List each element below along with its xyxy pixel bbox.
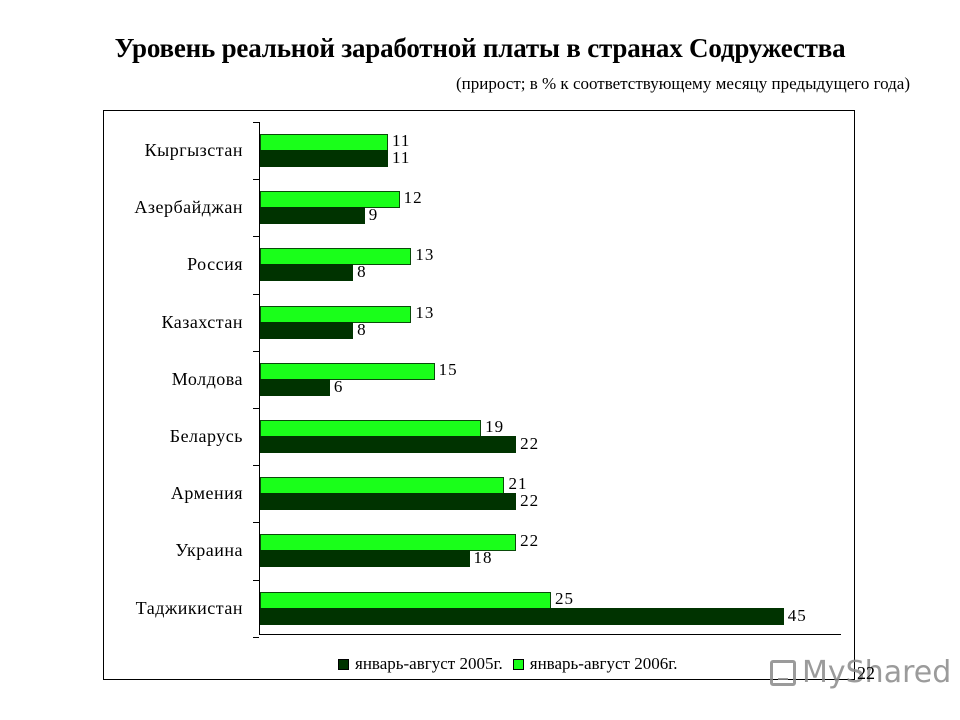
bar-2005 — [260, 321, 354, 339]
bar-2006 — [260, 191, 400, 209]
value-label-2005: 22 — [520, 491, 540, 511]
axis-tick — [253, 122, 259, 123]
category-label: Беларусь — [169, 426, 243, 446]
bar-2006 — [260, 248, 412, 266]
value-label-2005: 6 — [333, 376, 344, 396]
bar-2005 — [260, 550, 470, 568]
bar-2005 — [260, 150, 389, 167]
value-label-2006: 21 — [508, 474, 528, 494]
value-label-2006: 25 — [555, 588, 574, 608]
value-label-2006: 11 — [392, 131, 411, 150]
page-number: 22 — [857, 663, 875, 683]
category-label: Молдова — [171, 368, 243, 389]
bar-2006 — [260, 591, 551, 609]
bar-2005 — [260, 264, 354, 282]
value-label-2006: 22 — [520, 531, 540, 551]
value-label-2005: 22 — [520, 434, 540, 453]
presentation-icon — [770, 659, 796, 686]
bar-2006 — [260, 305, 412, 323]
bar-2005 — [260, 378, 330, 396]
value-label-2006: 12 — [403, 188, 423, 208]
legend-swatch-2006 — [512, 658, 524, 670]
axis-tick — [253, 236, 259, 238]
bar-2006 — [260, 477, 505, 495]
legend-swatch-2005 — [338, 658, 349, 670]
page-subtitle: (прирост; в % к соответствующему месяцу … — [456, 74, 910, 93]
legend-label-2005: январь-август 2005г. — [355, 654, 503, 673]
y-axis-line — [259, 122, 260, 635]
bar-2005 — [260, 607, 784, 625]
bar-2005 — [260, 436, 517, 453]
axis-tick — [253, 465, 259, 467]
axis-tick — [253, 636, 259, 638]
bar-2005 — [260, 207, 365, 225]
value-label-2005: 18 — [473, 548, 493, 568]
category-label: Казахстан — [161, 311, 243, 332]
axis-tick — [253, 522, 259, 524]
bar-2006 — [260, 362, 435, 380]
category-label: Россия — [187, 254, 243, 275]
axis-tick — [253, 293, 259, 295]
category-label: Кыргызстан — [144, 140, 243, 160]
legend-label-2006: январь-август 2006г. — [529, 654, 678, 673]
legend-item-2005: январь-август 2005г. — [338, 654, 503, 674]
value-label-2005: 45 — [787, 605, 807, 625]
chart-legend: январь-август 2005г. январь-август 2006г… — [338, 654, 688, 674]
axis-tick — [253, 408, 259, 409]
page-title: Уровень реальной заработной платы в стра… — [114, 33, 846, 63]
category-label: Азербайджан — [134, 197, 243, 218]
value-label-2005: 8 — [357, 262, 367, 282]
bar-2005 — [260, 493, 517, 511]
value-label-2006: 13 — [415, 245, 435, 265]
legend-item-2006: январь-август 2006г. — [512, 654, 678, 674]
bar-2006 — [260, 420, 482, 437]
x-axis-line — [259, 634, 841, 635]
value-label-2005: 9 — [368, 205, 379, 225]
bar-2006 — [260, 134, 389, 151]
value-label-2006: 13 — [415, 302, 435, 322]
chart-frame — [103, 110, 855, 680]
category-label: Таджикистан — [135, 597, 243, 618]
value-label-2005: 11 — [392, 148, 411, 167]
category-label: Армения — [170, 483, 243, 504]
value-label-2006: 19 — [485, 417, 505, 436]
value-label-2006: 15 — [438, 359, 458, 379]
axis-tick — [253, 350, 259, 352]
axis-tick — [253, 179, 259, 181]
value-label-2005: 8 — [357, 319, 367, 339]
watermark: MyShared — [770, 655, 951, 690]
axis-tick — [253, 579, 259, 581]
category-label: Украина — [175, 540, 243, 561]
watermark-text: MyShared — [802, 655, 952, 690]
